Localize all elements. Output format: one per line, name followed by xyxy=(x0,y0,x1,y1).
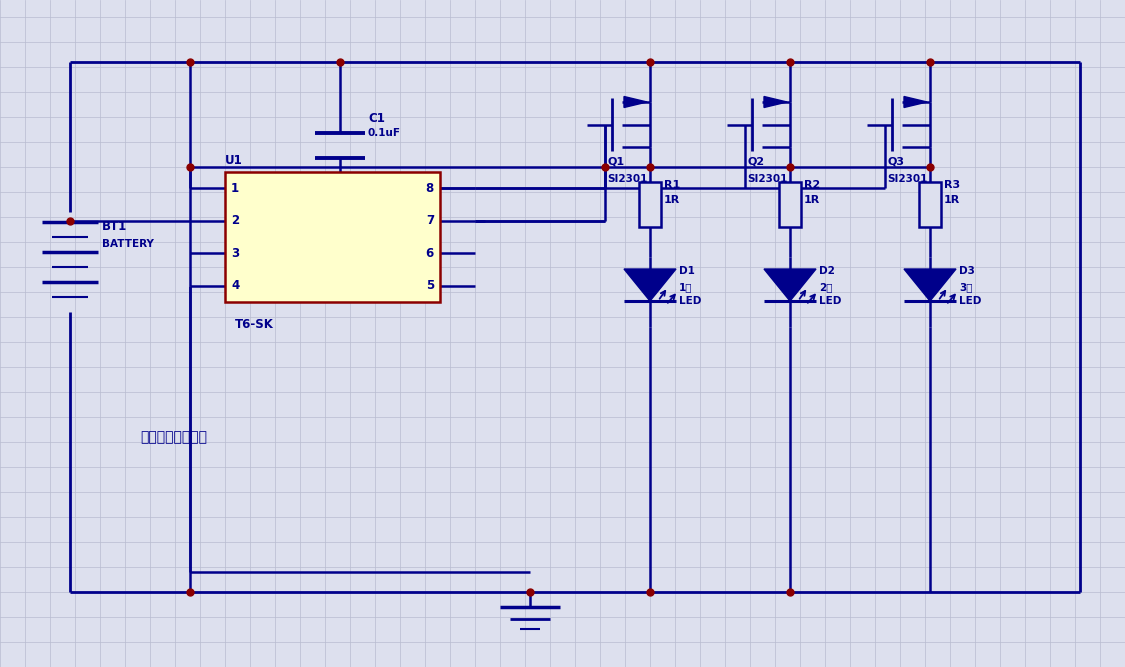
Text: 6: 6 xyxy=(425,247,434,259)
Text: LED: LED xyxy=(680,296,701,306)
Polygon shape xyxy=(764,269,816,301)
Text: D3: D3 xyxy=(958,266,975,276)
Text: R2: R2 xyxy=(804,180,820,190)
Polygon shape xyxy=(904,97,927,107)
Text: 8: 8 xyxy=(425,181,434,195)
Text: BATTERY: BATTERY xyxy=(102,239,154,249)
Polygon shape xyxy=(624,269,676,301)
Bar xyxy=(639,182,661,227)
Text: 5: 5 xyxy=(425,279,434,292)
Polygon shape xyxy=(904,269,956,301)
Text: 2路: 2路 xyxy=(819,282,832,292)
Text: 1R: 1R xyxy=(944,195,961,205)
Text: U1: U1 xyxy=(225,153,243,167)
Text: LED: LED xyxy=(819,296,842,306)
Text: 3: 3 xyxy=(231,247,240,259)
Text: Q2: Q2 xyxy=(747,157,764,167)
Text: D1: D1 xyxy=(680,266,695,276)
Polygon shape xyxy=(624,97,647,107)
Text: 1: 1 xyxy=(231,181,240,195)
Text: D2: D2 xyxy=(819,266,835,276)
Polygon shape xyxy=(764,97,787,107)
Text: Q1: Q1 xyxy=(608,157,624,167)
Text: 3路: 3路 xyxy=(958,282,972,292)
Text: 1R: 1R xyxy=(664,195,681,205)
Bar xyxy=(778,182,801,227)
Bar xyxy=(919,182,940,227)
Text: 0.1uF: 0.1uF xyxy=(368,128,400,138)
Text: T6-SK: T6-SK xyxy=(235,317,273,331)
Text: 4: 4 xyxy=(231,279,240,292)
Text: R1: R1 xyxy=(664,180,681,190)
Text: 1R: 1R xyxy=(804,195,820,205)
Text: BT1: BT1 xyxy=(102,221,127,233)
Bar xyxy=(225,172,440,302)
Text: SI2301: SI2301 xyxy=(608,174,647,184)
Text: 2: 2 xyxy=(231,214,240,227)
Text: LED: LED xyxy=(958,296,981,306)
Text: R3: R3 xyxy=(944,180,960,190)
Text: SI2301: SI2301 xyxy=(747,174,787,184)
Text: 1路: 1路 xyxy=(680,282,693,292)
Text: 7: 7 xyxy=(426,214,434,227)
Text: C1: C1 xyxy=(368,112,385,125)
Text: Q3: Q3 xyxy=(886,157,904,167)
Text: 上电一种变换输出: 上电一种变换输出 xyxy=(140,430,207,444)
Text: SI2301: SI2301 xyxy=(886,174,927,184)
